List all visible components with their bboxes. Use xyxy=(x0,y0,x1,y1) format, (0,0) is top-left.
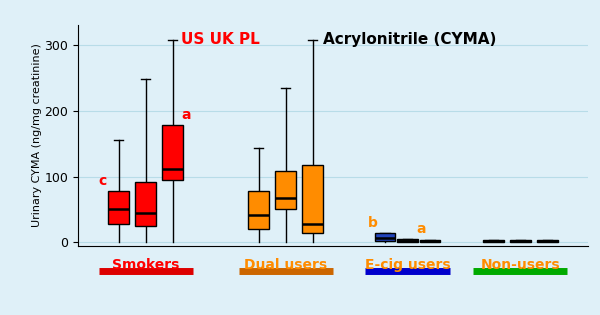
Text: a: a xyxy=(416,222,426,236)
Bar xyxy=(374,233,395,241)
Bar xyxy=(302,165,323,232)
Text: b: b xyxy=(368,216,378,230)
Text: US UK PL: US UK PL xyxy=(181,32,260,47)
Text: Dual users: Dual users xyxy=(244,258,327,272)
Text: c: c xyxy=(98,174,106,188)
Y-axis label: Urinary CYMA (ng/mg creatinine): Urinary CYMA (ng/mg creatinine) xyxy=(32,43,41,227)
Bar xyxy=(275,171,296,209)
Bar xyxy=(248,191,269,229)
Text: Smokers: Smokers xyxy=(112,258,179,272)
Text: E-cig users: E-cig users xyxy=(365,258,450,272)
Bar xyxy=(510,240,530,243)
Bar xyxy=(136,182,156,226)
Bar xyxy=(163,125,183,180)
Bar xyxy=(397,239,418,243)
Bar xyxy=(108,191,129,224)
Bar xyxy=(419,240,440,243)
Text: Non-users: Non-users xyxy=(481,258,560,272)
Bar xyxy=(483,240,503,243)
Text: a: a xyxy=(182,108,191,122)
Bar xyxy=(537,240,558,243)
Text: Acrylonitrile (CYMA): Acrylonitrile (CYMA) xyxy=(323,32,496,47)
